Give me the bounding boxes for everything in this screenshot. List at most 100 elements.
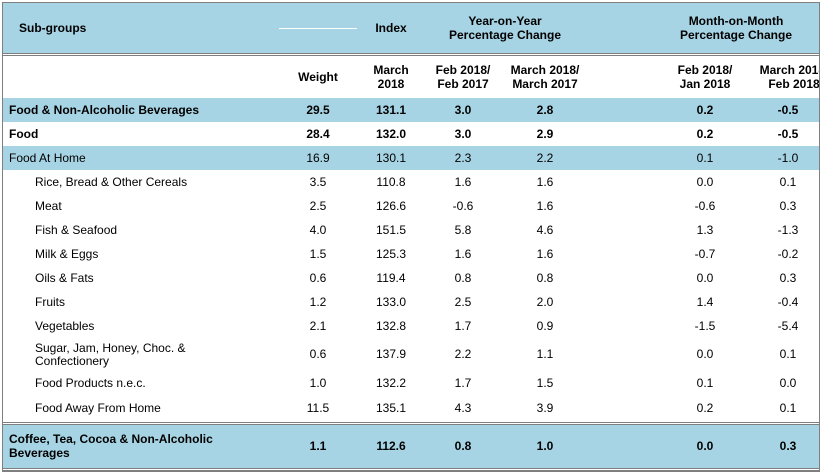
mom2-cell: 0.1	[779, 347, 797, 361]
yoy1-cell: 5.8	[454, 223, 472, 237]
yoy2-cell: 0.8	[536, 271, 554, 285]
yoy2-cell: 2.8	[503, 98, 587, 122]
mom1-cell: -1.5	[694, 319, 716, 333]
mom1-cell: 0.1	[653, 146, 757, 170]
mom2-cell: -0.4	[777, 295, 799, 309]
table-row: Coffee, Tea, Cocoa & Non-Alcoholic Bever…	[3, 421, 819, 471]
yoy2-cell: 1.6	[536, 247, 554, 261]
yoy1-cell: 4.3	[454, 401, 472, 416]
yoy1-cell: 2.3	[423, 146, 503, 170]
index-cell: 125.3	[375, 247, 407, 261]
col-mom1-header: Feb 2018/ Jan 2018	[653, 53, 757, 98]
yoy1-cell: 1.7	[454, 376, 472, 390]
mom2-cell: -0.5	[777, 127, 799, 141]
subgroups-header: Sub-groups	[3, 3, 277, 55]
mom1-cell: 0.2	[653, 98, 757, 122]
table-row: Rice, Bread & Other Cereals 3.5 110.8 1.…	[3, 170, 819, 194]
yoy2-cell: 1.6	[536, 199, 554, 213]
table-row: Food & Non-Alcoholic Beverages 29.5 131.…	[3, 98, 819, 122]
index-cell: 110.8	[376, 175, 406, 189]
yoy-header: Year-on-Year Percentage Change	[423, 3, 587, 55]
index-cell: 133.0	[375, 295, 407, 309]
yoy2-cell: 1.0	[503, 421, 587, 471]
yoy2-cell: 1.6	[536, 175, 554, 189]
yoy1-cell: 1.7	[454, 319, 472, 333]
row-label: Food Away From Home	[35, 401, 161, 416]
header-blank	[3, 53, 277, 98]
table-row: Sugar, Jam, Honey, Choc. & Confectionery…	[3, 338, 819, 371]
mom1-cell: -0.7	[694, 247, 716, 261]
yoy2-cell: 2.2	[503, 146, 587, 170]
header-row-sub: Weight March 2018 Feb 2018/ Feb 2017 Mar…	[3, 53, 819, 98]
mom1-cell: 1.4	[696, 295, 714, 309]
yoy2-cell: 2.0	[536, 295, 554, 309]
index-cell: 137.9	[375, 347, 407, 361]
header-rule-mid	[587, 3, 653, 55]
row-label: Fish & Seafood	[35, 223, 118, 237]
col-yoy1-header: Feb 2018/ Feb 2017	[423, 53, 503, 98]
row-label: Rice, Bread & Other Cereals	[35, 175, 188, 189]
index-cell: 119.4	[376, 271, 406, 285]
index-cell: 112.6	[359, 421, 423, 471]
col-yoy2-header: March 2018/ March 2017	[503, 53, 587, 98]
yoy2-cell: 1.1	[536, 347, 554, 361]
row-label: Oils & Fats	[35, 271, 94, 285]
yoy2-cell: 2.9	[536, 127, 554, 141]
table-row: Food Products n.e.c. 1.0 132.2 1.7 1.5 0…	[3, 371, 819, 395]
weight-cell: 4.0	[309, 223, 327, 237]
index-cell: 151.5	[375, 223, 407, 237]
mom1-cell: 1.3	[696, 223, 714, 237]
col-index-header: March 2018	[359, 53, 423, 98]
weight-cell: 1.2	[309, 295, 327, 309]
weight-cell: 11.5	[306, 401, 330, 416]
row-label: Sugar, Jam, Honey, Choc. & Confectionery	[35, 340, 186, 368]
weight-cell: 1.5	[309, 247, 327, 261]
table-row: Vegetables 2.1 132.8 1.7 0.9 -1.5 -5.4	[3, 314, 819, 338]
weight-cell: 0.6	[309, 271, 327, 285]
yoy2-cell: 3.9	[536, 401, 554, 416]
mom2-cell: 0.3	[757, 421, 819, 471]
mom2-cell: 0.1	[779, 401, 797, 416]
index-cell: 126.6	[375, 199, 407, 213]
weight-cell: 29.5	[277, 98, 359, 122]
cpi-food-table: Sub-groups Index Year-on-Year Percentage…	[3, 3, 819, 471]
yoy2-cell: 0.9	[536, 319, 554, 333]
mom2-cell: 0.3	[779, 271, 797, 285]
weight-cell: 0.6	[309, 347, 327, 361]
weight-cell: 1.0	[309, 376, 327, 390]
row-label: Milk & Eggs	[35, 247, 99, 261]
table-row: Food At Home 16.9 130.1 2.3 2.2 0.1 -1.0	[3, 146, 819, 170]
index-header: Index	[359, 3, 423, 55]
table-row: Fruits 1.2 133.0 2.5 2.0 1.4 -0.4	[3, 290, 819, 314]
table-row: Meat 2.5 126.6 -0.6 1.6 -0.6 0.3	[3, 194, 819, 218]
mom2-cell: 0.0	[779, 376, 797, 390]
yoy1-cell: 3.0	[454, 127, 472, 141]
mom1-cell: 0.0	[696, 175, 714, 189]
row-label: Food Products n.e.c.	[35, 376, 146, 390]
weight-cell: 2.5	[309, 199, 327, 213]
table-row: Fish & Seafood 4.0 151.5 5.8 4.6 1.3 -1.…	[3, 218, 819, 242]
row-label: Meat	[35, 199, 62, 213]
weight-cell: 2.1	[309, 319, 327, 333]
col-mom2-header: March 2018/ Feb 2018	[757, 53, 819, 98]
index-cell: 131.1	[359, 98, 423, 122]
table-row: Oils & Fats 0.6 119.4 0.8 0.8 0.0 0.3	[3, 266, 819, 290]
mom2-cell: 0.1	[779, 175, 797, 189]
header-gap	[587, 53, 653, 98]
yoy1-cell: 0.8	[454, 271, 472, 285]
table-row: Food 28.4 132.0 3.0 2.9 0.2 -0.5	[3, 122, 819, 146]
mom1-cell: 0.0	[696, 347, 714, 361]
mom-header: Month-on-Month Percentage Change	[653, 3, 819, 55]
index-cell: 135.1	[375, 401, 407, 416]
yoy1-cell: 2.2	[454, 347, 472, 361]
row-label: Food & Non-Alcoholic Beverages	[3, 98, 277, 122]
index-cell: 132.2	[375, 376, 407, 390]
row-label: Vegetables	[35, 319, 95, 333]
mom1-cell: -0.6	[694, 199, 716, 213]
yoy1-cell: 3.0	[423, 98, 503, 122]
index-cell: 132.0	[375, 127, 407, 141]
yoy2-cell: 4.6	[536, 223, 554, 237]
weight-cell: 3.5	[309, 175, 327, 189]
mom1-cell: 0.0	[696, 271, 714, 285]
